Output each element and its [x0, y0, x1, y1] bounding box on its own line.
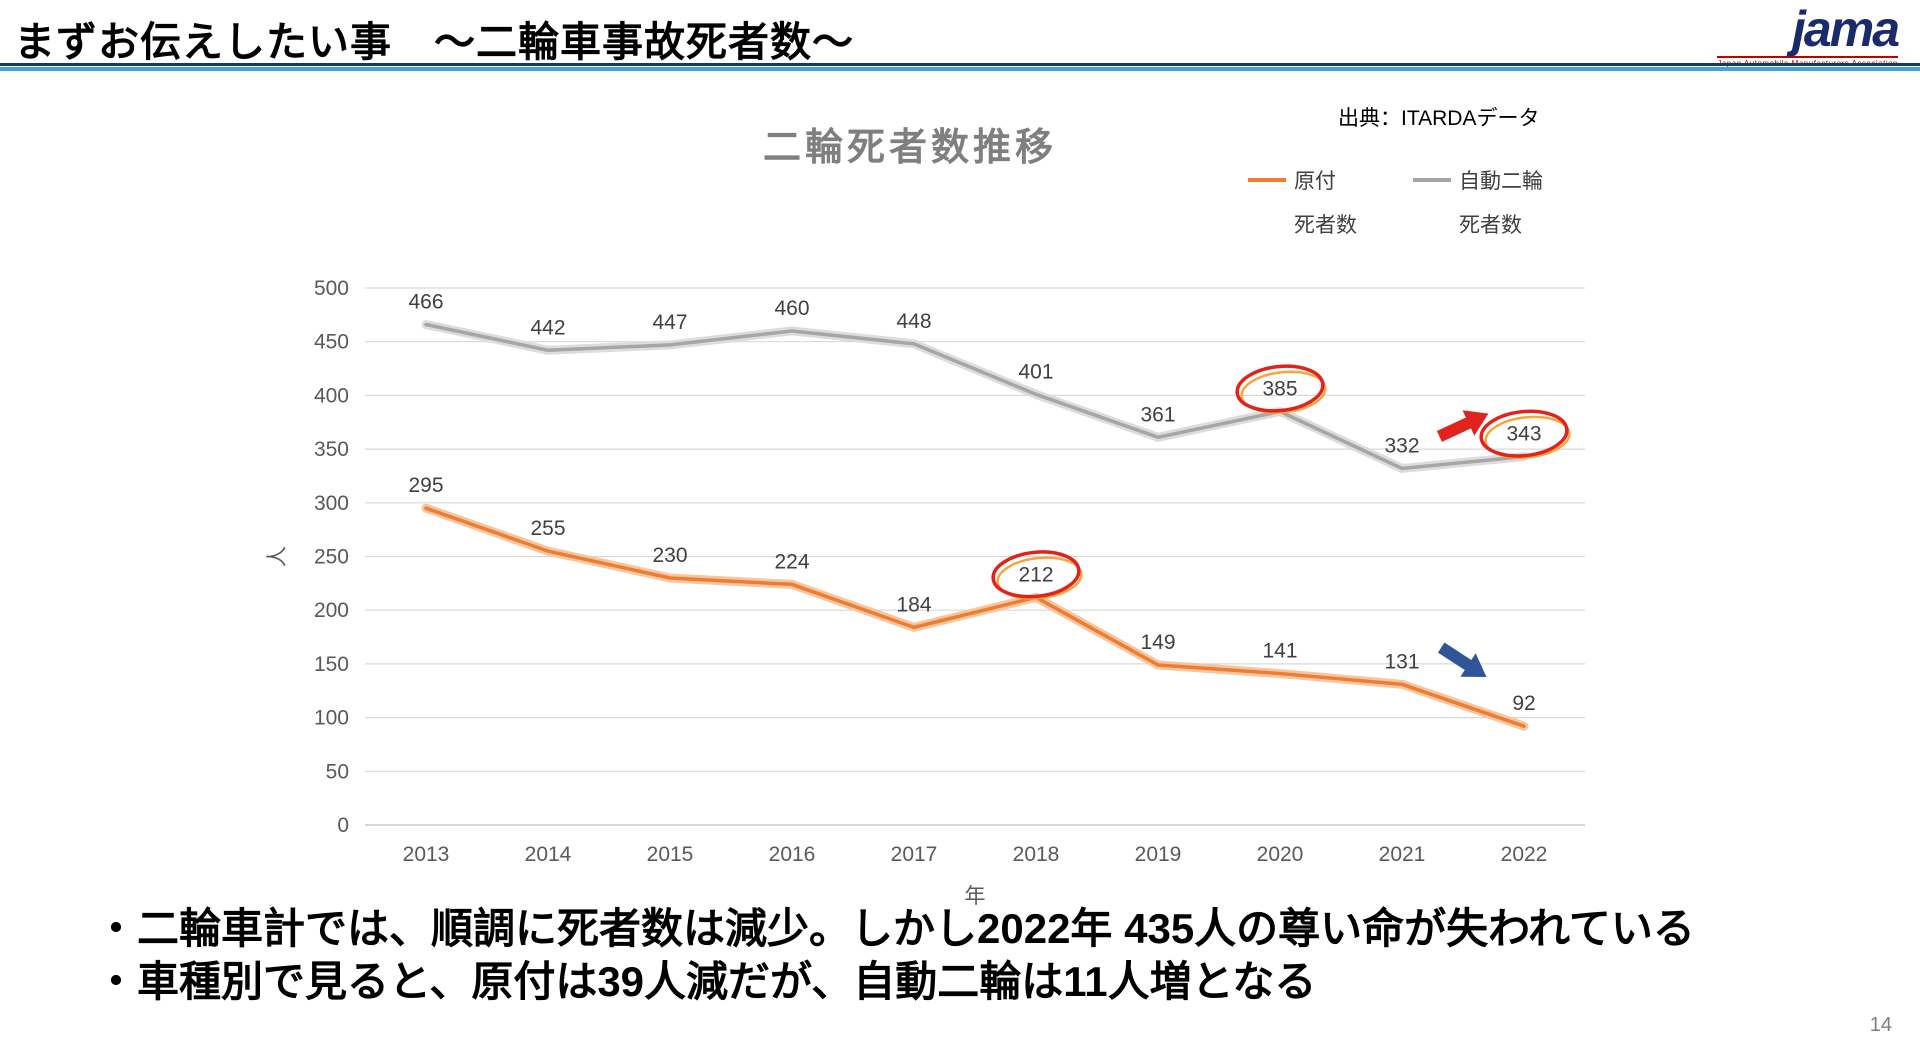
svg-text:350: 350 [314, 438, 349, 461]
svg-text:448: 448 [896, 310, 931, 333]
legend-entry: 自動二輪 [1413, 165, 1543, 195]
svg-text:500: 500 [314, 277, 349, 300]
svg-text:385: 385 [1262, 378, 1297, 401]
svg-text:401: 401 [1018, 360, 1053, 383]
legend-swatch-motorcycle [1413, 178, 1451, 182]
svg-text:2019: 2019 [1135, 843, 1182, 866]
svg-text:343: 343 [1506, 423, 1541, 446]
svg-text:人: 人 [266, 546, 289, 567]
header-divider-dark [0, 63, 1920, 66]
legend-item-moped: 原付 死者数 [1248, 165, 1357, 239]
svg-text:50: 50 [326, 760, 349, 783]
chart-title: 二輪死者数推移 [762, 127, 1057, 169]
svg-text:450: 450 [314, 331, 349, 354]
svg-text:466: 466 [408, 291, 443, 314]
svg-text:212: 212 [1018, 563, 1053, 586]
svg-text:2021: 2021 [1379, 843, 1426, 866]
jama-logo-text: jama [1792, 1, 1900, 57]
svg-text:2017: 2017 [891, 843, 938, 866]
svg-text:224: 224 [774, 550, 809, 573]
page-title: まずお伝えしたい事 ～二輪車事故死者数～ [14, 19, 854, 65]
svg-text:442: 442 [530, 316, 565, 339]
svg-text:141: 141 [1262, 640, 1297, 663]
legend-label-moped: 原付 [1294, 170, 1336, 193]
svg-text:149: 149 [1140, 631, 1175, 654]
fatalities-line-chart: 0 50 100 150 200 250 300 350 400 450 500 2013 2014 20… [266, 277, 1585, 908]
svg-text:2013: 2013 [403, 843, 450, 866]
svg-text:184: 184 [896, 593, 931, 616]
svg-text:332: 332 [1384, 434, 1419, 457]
svg-text:400: 400 [314, 384, 349, 407]
summary-bullets: ・二輪車計では、順調に死者数は減少。しかし2022年 435人の尊い命が失われて… [95, 903, 1880, 1008]
svg-text:300: 300 [314, 492, 349, 515]
bullet-line: ・二輪車計では、順調に死者数は減少。しかし2022年 435人の尊い命が失われて… [95, 905, 1695, 952]
chart-legend: 原付 死者数 自動二輪 死者数 [1248, 165, 1543, 239]
source-note: 出典：ITARDAデータ [1338, 107, 1540, 130]
svg-text:255: 255 [530, 517, 565, 540]
svg-text:447: 447 [652, 311, 687, 334]
svg-text:361: 361 [1140, 403, 1175, 426]
legend-label-motorcycle: 自動二輪 [1459, 170, 1543, 193]
svg-text:100: 100 [314, 707, 349, 730]
svg-text:460: 460 [774, 297, 809, 320]
svg-text:2018: 2018 [1013, 843, 1060, 866]
bullet-line: ・車種別で見ると、原付は39人減だが、自動二輪は11人増となる [95, 957, 1317, 1005]
legend-item-motorcycle: 自動二輪 死者数 [1413, 165, 1543, 239]
svg-text:295: 295 [408, 474, 443, 497]
svg-text:92: 92 [1512, 692, 1535, 715]
page-number: 14 [1869, 1014, 1892, 1036]
header-divider-light [0, 67, 1920, 71]
legend-sublabel-moped: 死者数 [1294, 214, 1357, 237]
svg-text:131: 131 [1384, 650, 1419, 673]
legend-sublabel-motorcycle: 死者数 [1459, 214, 1522, 237]
svg-text:2020: 2020 [1257, 843, 1304, 866]
svg-text:2016: 2016 [769, 843, 816, 866]
svg-text:2014: 2014 [525, 843, 572, 866]
svg-text:年: 年 [965, 885, 986, 908]
svg-text:2022: 2022 [1501, 843, 1548, 866]
svg-text:230: 230 [652, 544, 687, 567]
svg-text:150: 150 [314, 653, 349, 676]
legend-swatch-moped [1248, 178, 1286, 182]
svg-text:200: 200 [314, 599, 349, 622]
svg-text:0: 0 [337, 814, 349, 837]
jama-logo: jama Japan Automobile Manufacturers Asso… [1717, 1, 1900, 68]
svg-text:2015: 2015 [647, 843, 694, 866]
legend-entry: 原付 [1248, 165, 1357, 195]
svg-text:250: 250 [314, 546, 349, 569]
